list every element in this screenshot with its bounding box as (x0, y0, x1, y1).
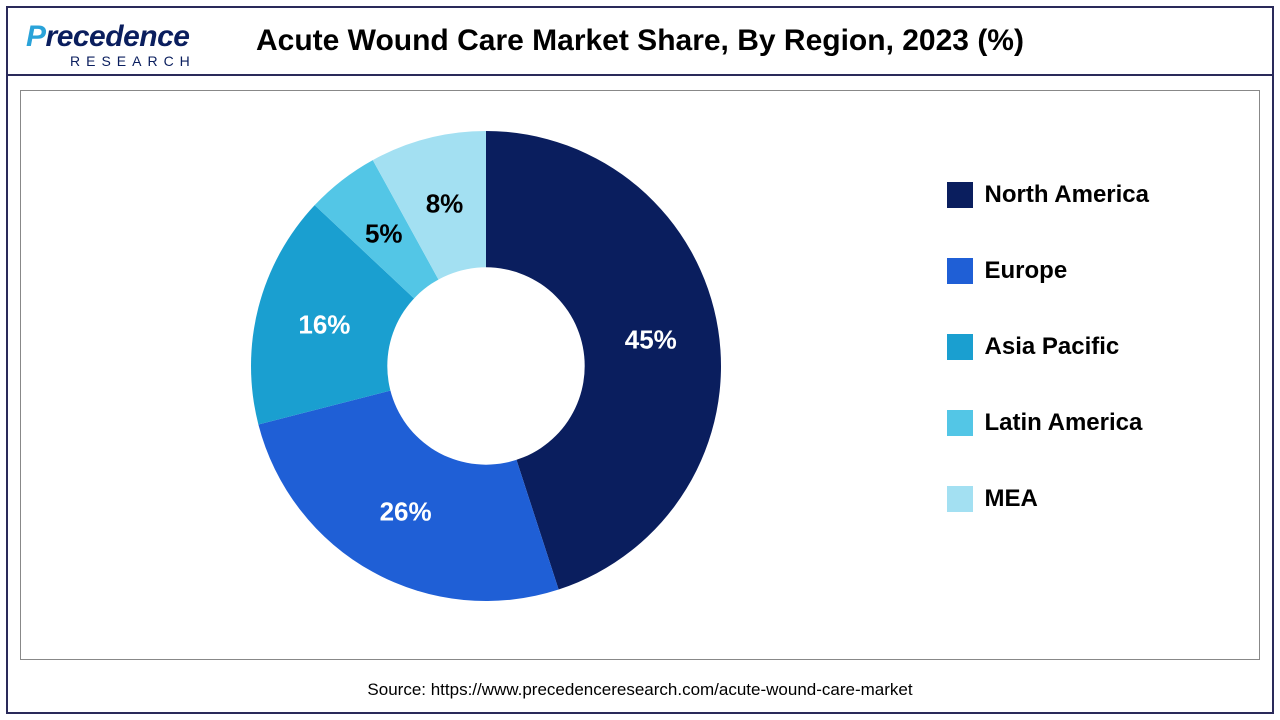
slice-label-latin-america: 5% (365, 219, 403, 250)
header-bar: Precedence RESEARCH Acute Wound Care Mar… (8, 8, 1272, 76)
legend-label: MEA (985, 485, 1038, 513)
slice-label-mea: 8% (426, 189, 464, 220)
legend: North America Europe Asia Pacific Latin Ame… (947, 181, 1149, 513)
slice-label-north-america: 45% (625, 324, 677, 355)
legend-item-europe: Europe (947, 257, 1149, 285)
legend-swatch (947, 486, 973, 512)
chart-container: 45% 26% 16% 5% 8% North America Europe Asia Pa… (20, 90, 1260, 660)
logo-prefix: P (26, 20, 46, 53)
legend-item-north-america: North America (947, 181, 1149, 209)
legend-label: Asia Pacific (985, 333, 1120, 361)
logo-word: recedence (46, 20, 190, 53)
legend-swatch (947, 410, 973, 436)
slice-label-europe: 26% (380, 497, 432, 528)
legend-label: Europe (985, 257, 1068, 285)
donut-hole (387, 267, 584, 464)
source-citation: Source: https://www.precedenceresearch.c… (0, 680, 1280, 700)
legend-label: North America (985, 181, 1149, 209)
logo-sub: RESEARCH (70, 54, 196, 68)
donut-chart: 45% 26% 16% 5% 8% (251, 131, 721, 601)
legend-item-latin-america: Latin America (947, 409, 1149, 437)
logo-main: Precedence (26, 22, 196, 52)
brand-logo: Precedence RESEARCH (26, 22, 196, 68)
legend-label: Latin America (985, 409, 1143, 437)
slice-label-asia-pacific: 16% (298, 309, 350, 340)
donut-svg (251, 131, 721, 601)
legend-item-asia-pacific: Asia Pacific (947, 333, 1149, 361)
legend-swatch (947, 334, 973, 360)
page-title: Acute Wound Care Market Share, By Region… (8, 24, 1272, 58)
legend-item-mea: MEA (947, 485, 1149, 513)
legend-swatch (947, 182, 973, 208)
legend-swatch (947, 258, 973, 284)
